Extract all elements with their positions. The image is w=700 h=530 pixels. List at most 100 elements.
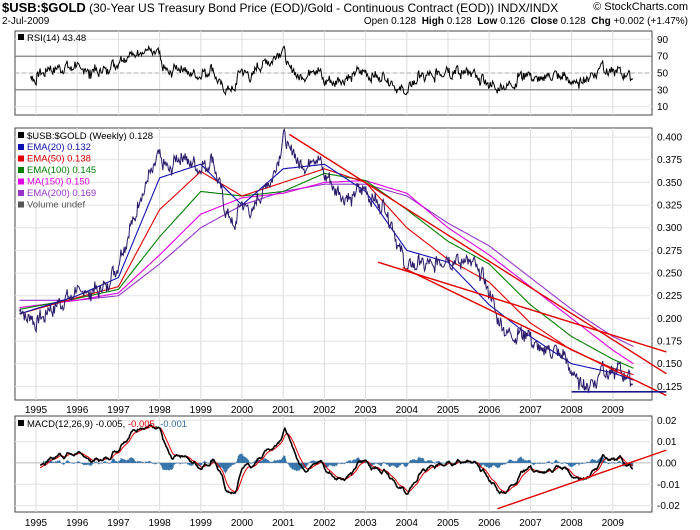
macd-histogram-bar [120,458,122,463]
macd-histogram-bar [440,462,442,463]
macd-histogram-bar [576,462,578,465]
ma-line-ema100 [19,172,634,369]
macd-histogram-bar [504,462,506,465]
macd-histogram-bar [170,462,172,470]
macd-histogram-bar [220,462,222,468]
macd-histogram-bar [157,462,159,464]
macd-xtick-label: 1997 [107,518,130,529]
macd-histogram-bar [282,456,284,463]
macd-histogram-bar [159,462,161,464]
macd-histogram-bar [229,462,230,468]
macd-histogram-bar [549,462,551,464]
macd-histogram-bar [183,462,185,464]
legend-swatch [18,144,24,150]
macd-histogram-bar [189,462,191,466]
macd-histogram-bar [61,462,63,464]
macd-histogram-bar [131,458,133,463]
macd-histogram-bar [556,459,558,463]
macd-histogram-bar [142,462,144,463]
macd-histogram-bar [362,461,364,463]
macd-histogram-bar [269,461,271,463]
macd-histogram-bar [148,460,150,463]
macd-histogram-bar [331,462,333,466]
macd-histogram-bar [467,462,469,464]
macd-histogram-bar [171,462,173,470]
macd-histogram-bar [145,461,146,463]
macd-histogram-bar [333,462,335,466]
macd-histogram-bar [337,462,339,464]
macd-histogram-bar [248,460,249,463]
macd-histogram-bar [564,462,566,463]
macd-histogram-bar [414,459,416,463]
macd-histogram-bar [80,462,82,464]
macd-xtick-label: 2002 [313,518,336,529]
macd-histogram-bar [385,462,387,465]
brand-label: © StockCharts.com [593,1,688,13]
legend-swatch [18,190,24,196]
macd-histogram-bar [381,462,383,466]
macd-histogram-bar [273,460,275,463]
macd-histogram-bar [276,460,278,463]
macd-histogram-bar [99,462,101,464]
macd-histogram-bar [181,462,183,464]
macd-histogram-bar [121,458,123,463]
macd-histogram-bar [305,462,307,467]
macd-histogram-bar [286,462,288,464]
macd-histogram-bar [593,460,595,463]
macd-histogram-bar [437,461,439,463]
macd-histogram-bar [490,462,492,468]
macd-label-sep: , [123,419,128,430]
macd-histogram-bar [487,462,489,467]
macd-histogram-bar [511,459,512,463]
macd-histogram-bar [433,462,435,464]
macd-histogram-bar [70,462,72,463]
macd-label-hist-value: -0.001 [160,419,187,430]
macd-histogram-bar [419,457,421,463]
macd-histogram-bar [92,462,94,464]
macd-histogram-bar [423,460,425,463]
macd-histogram-bar [164,462,165,470]
macd-histogram-bar [75,462,77,463]
macd-histogram-bar [328,462,330,465]
macd-histogram-bar [162,462,164,471]
macd-label-sep: , [155,419,160,430]
macd-histogram-bar [527,460,529,463]
macd-histogram-bar [428,460,430,463]
macd-histogram-bar [632,462,634,466]
macd-histogram-bar [403,462,405,466]
macd-histogram-bar [410,460,412,463]
macd-histogram-bar [66,460,68,463]
rsi-ytick-label: 10 [657,102,669,113]
macd-histogram-bar [302,462,304,469]
macd-histogram-bar [305,462,306,468]
macd-histogram-bar [561,462,562,464]
macd-histogram-bar [130,457,132,463]
macd-histogram-bar [114,459,116,463]
macd-histogram-bar [307,462,309,465]
macd-histogram-bar [224,462,226,473]
price-ytick-label: 0.350 [657,178,682,189]
macd-histogram-bar [404,462,406,467]
macd-line [40,424,634,495]
macd-histogram-bar [87,462,89,465]
macd-histogram-bar [602,456,604,463]
macd-histogram-bar [511,460,513,463]
macd-histogram-bar [82,462,84,465]
macd-histogram-bar [570,462,572,467]
macd-histogram-bar [227,462,229,469]
macd-histogram-bar [553,461,555,463]
macd-histogram-bar [335,462,337,466]
legend-label-volume-undef: Volume undef [27,200,85,211]
macd-histogram-bar [411,460,413,463]
macd-histogram-bar [268,460,270,463]
macd-histogram-bar [560,462,562,464]
price-xtick-label: 1995 [25,405,48,416]
macd-histogram-bar [158,462,160,464]
macd-histogram-bar [206,462,207,463]
macd-histogram-bar [518,458,520,463]
macd-histogram-bar [165,462,167,471]
macd-histogram-bar [201,462,203,465]
macd-histogram-bar [614,462,616,464]
ma-line-ema50 [19,168,634,376]
macd-histogram-bar [408,461,410,463]
